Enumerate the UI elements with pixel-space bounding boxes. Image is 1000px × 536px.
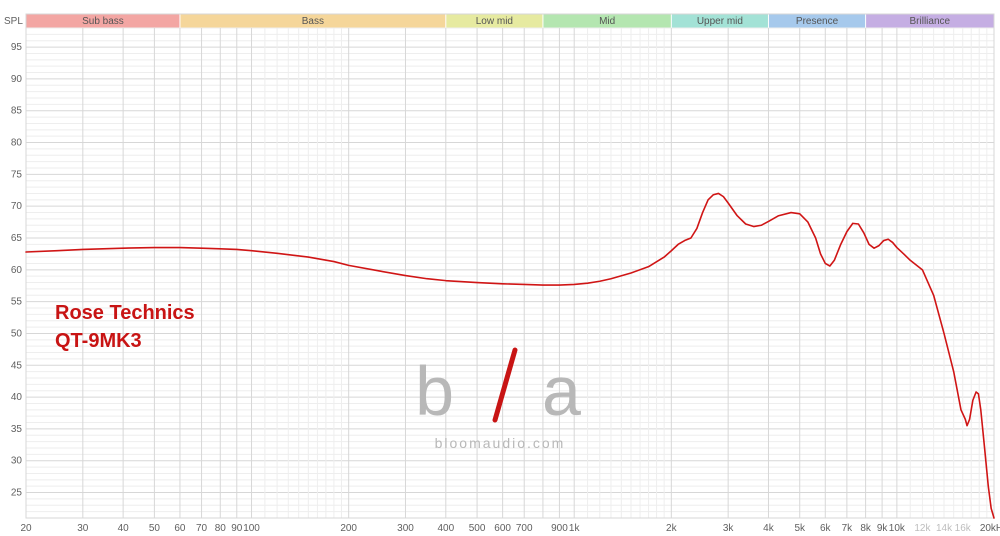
y-tick-label: 65 [11, 233, 23, 244]
x-tick-label: 200 [340, 523, 357, 534]
x-tick-label: 20kHz [980, 523, 1000, 534]
x-tick-label: 900 [551, 523, 568, 534]
y-tick-label: 50 [11, 328, 23, 339]
watermark-url: bloomaudio.com [435, 435, 566, 451]
x-tick-label: 6k [820, 523, 832, 534]
x-tick-label: 70 [196, 523, 208, 534]
y-tick-label: 80 [11, 138, 23, 149]
chart-svg: Sub bass Bass Low mid Mid Upper mid Presence B… [0, 0, 1000, 536]
freq-band-label: Sub bass [82, 16, 124, 27]
y-tick-label: 35 [11, 424, 23, 435]
product-name-line2: QT-9MK3 [55, 330, 142, 352]
freq-band-label: Brilliance [910, 16, 951, 27]
freq-band-label: Upper mid [697, 16, 743, 27]
x-tick-label: 4k [763, 523, 775, 534]
x-tick-label: 20 [20, 523, 32, 534]
x-tick-label: 3k [723, 523, 735, 534]
x-tick-label: 300 [397, 523, 414, 534]
x-tick-label: 50 [149, 523, 161, 534]
y-tick-label: 75 [11, 169, 23, 180]
watermark-letter-b: b [415, 352, 454, 430]
x-tick-label: 16k [955, 523, 972, 534]
freq-band-label: Presence [796, 16, 839, 27]
x-tick-label: 100 [243, 523, 260, 534]
y-tick-label: 70 [11, 201, 23, 212]
frequency-response-chart: Sub bass Bass Low mid Mid Upper mid Presence B… [0, 0, 1000, 536]
freq-band-label: Bass [302, 16, 324, 27]
x-tick-label: 30 [77, 523, 89, 534]
x-tick-label: 60 [174, 523, 186, 534]
x-tick-label: 80 [215, 523, 227, 534]
x-tick-label: 500 [469, 523, 486, 534]
freq-band-label: Low mid [476, 16, 513, 27]
x-tick-label: 400 [437, 523, 454, 534]
y-tick-label: 45 [11, 360, 23, 371]
y-axis-title: SPL [4, 16, 23, 27]
x-tick-label: 1k [569, 523, 581, 534]
watermark-letter-a: a [542, 352, 581, 430]
x-tick-label: 90 [231, 523, 243, 534]
y-tick-label: 85 [11, 106, 23, 117]
freq-band-label: Mid [599, 16, 615, 27]
x-tick-label: 700 [516, 523, 533, 534]
y-tick-label: 40 [11, 392, 23, 403]
x-tick-label: 9k [877, 523, 889, 534]
x-tick-label: 14k [936, 523, 953, 534]
x-tick-label: 40 [118, 523, 130, 534]
y-tick-label: 60 [11, 265, 23, 276]
x-tick-label: 600 [494, 523, 511, 534]
x-tick-label: 12k [914, 523, 931, 534]
x-tick-label: 7k [842, 523, 854, 534]
x-tick-label: 5k [794, 523, 806, 534]
x-tick-label: 8k [860, 523, 872, 534]
y-tick-label: 30 [11, 456, 23, 467]
y-tick-label: 95 [11, 42, 23, 53]
x-tick-label: 2k [666, 523, 678, 534]
y-tick-label: 55 [11, 297, 23, 308]
x-tick-label: 10k [889, 523, 906, 534]
y-tick-label: 90 [11, 74, 23, 85]
product-name-line1: Rose Technics [55, 302, 195, 324]
y-tick-label: 25 [11, 488, 23, 499]
